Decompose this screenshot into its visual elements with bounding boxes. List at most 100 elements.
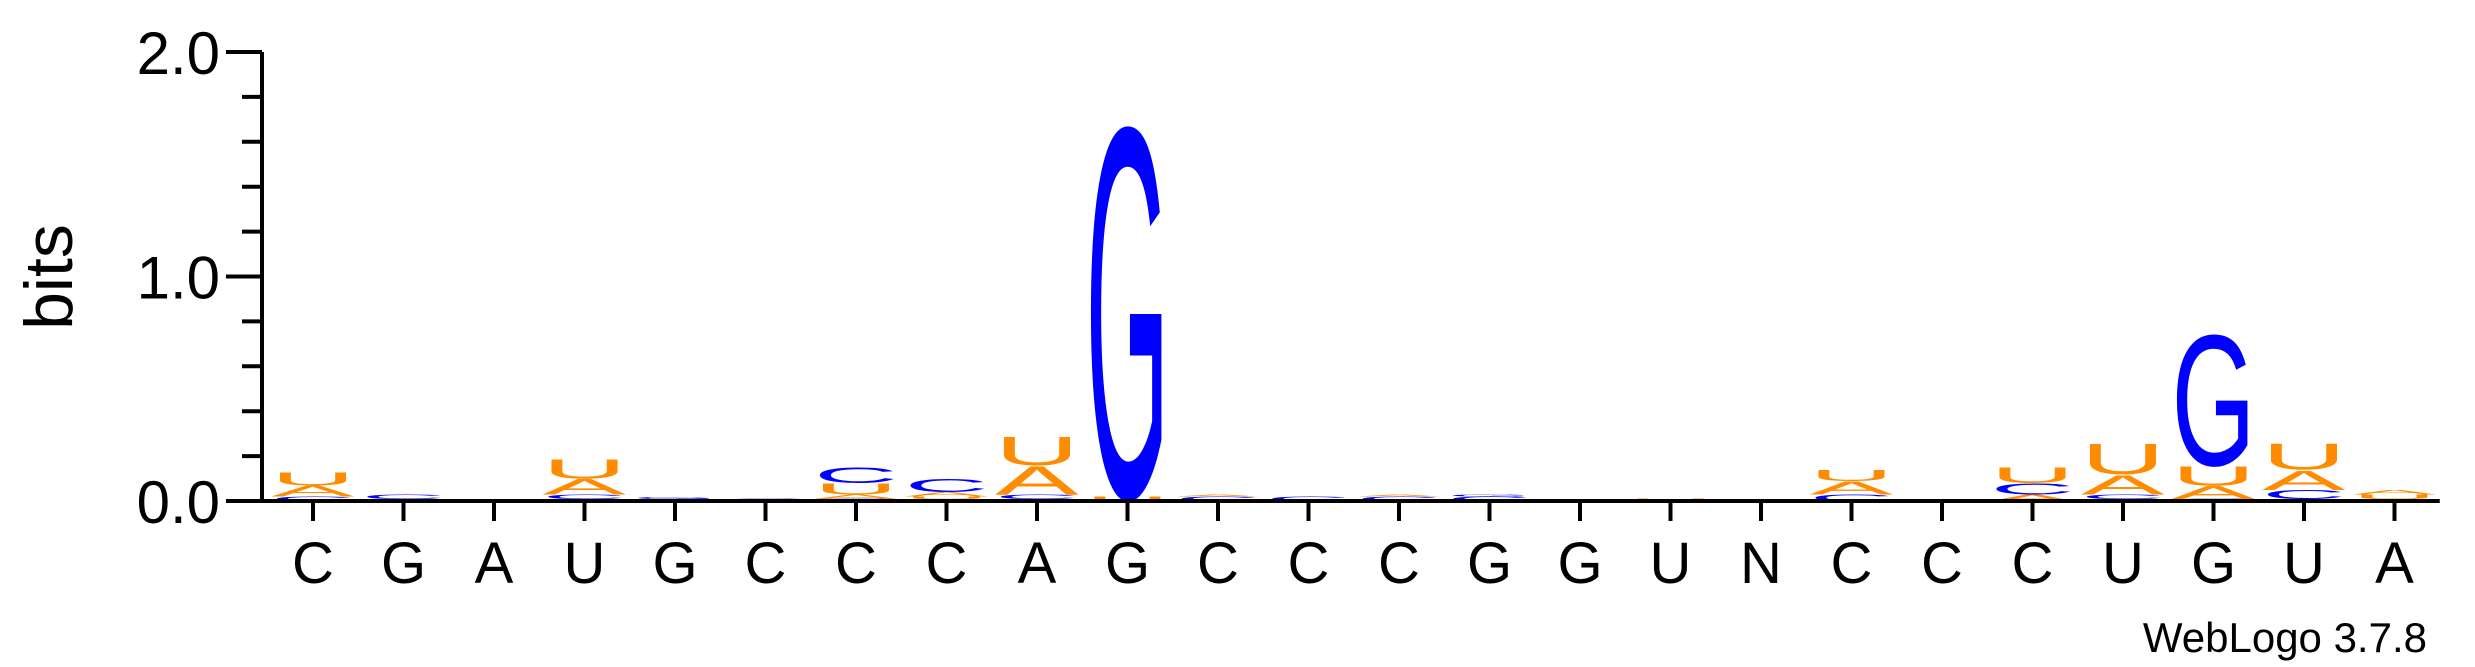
position-label: U: [2283, 531, 2325, 596]
position-label: G: [1557, 531, 1602, 596]
logo-letter-G: G: [1086, 18, 1170, 610]
logo-letter-C: C: [905, 475, 989, 496]
position-label: C: [835, 531, 877, 596]
logo-letter-A: A: [271, 482, 355, 499]
logo-letter-C: C: [2081, 493, 2165, 500]
logo-glyph: U: [814, 480, 898, 497]
logo-glyph: C: [1448, 495, 1532, 502]
logo-glyph: C: [1810, 493, 1894, 503]
logo-letter-A: A: [1357, 494, 1441, 497]
logo-letter-C: C: [1448, 495, 1532, 502]
logo-glyph: A: [2172, 482, 2256, 503]
position-label: C: [292, 531, 334, 596]
logo-letter-U: U: [1086, 495, 1170, 502]
logo-letter-U: U: [271, 468, 355, 489]
logo-glyph: C: [1267, 495, 1351, 502]
logo-glyph: C: [1357, 495, 1441, 502]
logo-letter-C: C: [543, 493, 627, 500]
logo-glyph: U: [2262, 436, 2346, 478]
position-label: A: [2375, 531, 2414, 596]
logo-glyph: G: [1448, 494, 1532, 497]
logo-letter-U: U: [1991, 463, 2075, 488]
position-label: C: [1288, 531, 1330, 596]
position-label: G: [1467, 531, 1512, 596]
y-tick-label: 0.0: [137, 469, 220, 536]
logo-letter-C: C: [1357, 495, 1441, 502]
logo-glyph: C: [814, 463, 898, 488]
logo-glyph: C: [905, 475, 989, 496]
logo-glyph: A: [995, 458, 1079, 503]
logo-letter-C: C: [362, 493, 446, 500]
logo-glyph: A: [2081, 469, 2165, 500]
logo-glyph: C: [995, 493, 1079, 500]
logo-letter-U: U: [2172, 460, 2256, 492]
logo-letter-C: C: [995, 493, 1079, 500]
logo-letter-A: A: [995, 458, 1079, 503]
logo-letter-C: C: [1810, 493, 1894, 503]
logo-glyph: A: [543, 475, 627, 499]
logo-glyph: A: [2353, 489, 2438, 496]
logo-letter-U: U: [814, 480, 898, 497]
position-label: C: [1921, 531, 1963, 596]
logo-letter-G: G: [633, 496, 717, 499]
position-label: C: [1378, 531, 1420, 596]
logo-letter-C: C: [1176, 495, 1260, 502]
logo-glyph: A: [1810, 477, 1894, 498]
position-label: A: [1018, 531, 1057, 596]
logo-letter-C: C: [271, 495, 355, 502]
logo-letter-U: U: [2353, 493, 2437, 500]
logo-glyph: C: [271, 495, 355, 502]
logo-glyph: U: [905, 496, 989, 499]
logo-glyph: U: [1810, 467, 1894, 484]
logo-glyph: G: [2172, 297, 2256, 505]
logo-glyph: U: [2353, 493, 2437, 500]
position-label: A: [475, 531, 514, 596]
logo-glyph: C: [2081, 493, 2165, 500]
y-tick-label: 1.0: [137, 245, 220, 312]
position-label: C: [1831, 531, 1873, 596]
logo-letter-G: G: [1448, 494, 1532, 497]
position-label: U: [564, 531, 606, 596]
weblogo-credit: WebLogo 3.7.8: [2143, 614, 2427, 661]
logo-letter-A: A: [543, 475, 627, 499]
logo-letter-U: U: [543, 453, 627, 485]
position-label: G: [652, 531, 697, 596]
logo-letter-A: A: [2172, 482, 2256, 503]
logo-glyph: C: [543, 493, 627, 500]
logo-glyph: A: [1176, 494, 1260, 497]
logo-glyph: G: [633, 496, 717, 499]
logo-glyph: U: [271, 468, 355, 489]
logo-glyph: A: [1357, 494, 1441, 497]
logo-letter-A: A: [2262, 465, 2346, 496]
logo-glyph: G: [1086, 18, 1170, 610]
logo-letter-G: G: [2172, 297, 2256, 505]
position-label: U: [2102, 531, 2144, 596]
logo-glyph: A: [271, 482, 355, 499]
position-label: C: [926, 531, 968, 596]
logo-letter-U: U: [2081, 434, 2165, 483]
logo-letter-A: A: [1810, 477, 1894, 498]
logo-letter-A: A: [1991, 493, 2076, 503]
logo-letter-A: A: [2353, 489, 2438, 496]
logo-glyph: A: [905, 491, 990, 498]
logo-glyph: C: [2262, 487, 2346, 501]
position-label: G: [1105, 531, 1150, 596]
logo-letter-A: A: [814, 493, 899, 500]
logo-letter-U: U: [995, 429, 1079, 474]
logo-glyph: U: [543, 453, 627, 485]
logo-glyph: U: [2081, 434, 2165, 483]
position-label: C: [745, 531, 787, 596]
logo-letter-U: U: [2262, 436, 2346, 478]
logo-letter-C: C: [1267, 495, 1351, 502]
logo-letter-U: U: [905, 496, 989, 499]
logo-letter-C: C: [1991, 480, 2075, 497]
logo-glyph: U: [1991, 463, 2075, 488]
position-label: U: [1650, 531, 1692, 596]
logo-letter-C: C: [2262, 487, 2346, 501]
logo-glyph: C: [362, 493, 446, 500]
plot-area: CAUGCGCAUCGCCAUCGUACGCAUUGCACCACGGUCAUAC…: [271, 18, 2437, 610]
logo-glyph: A: [2262, 465, 2346, 496]
logo-glyph: C: [1176, 495, 1260, 502]
